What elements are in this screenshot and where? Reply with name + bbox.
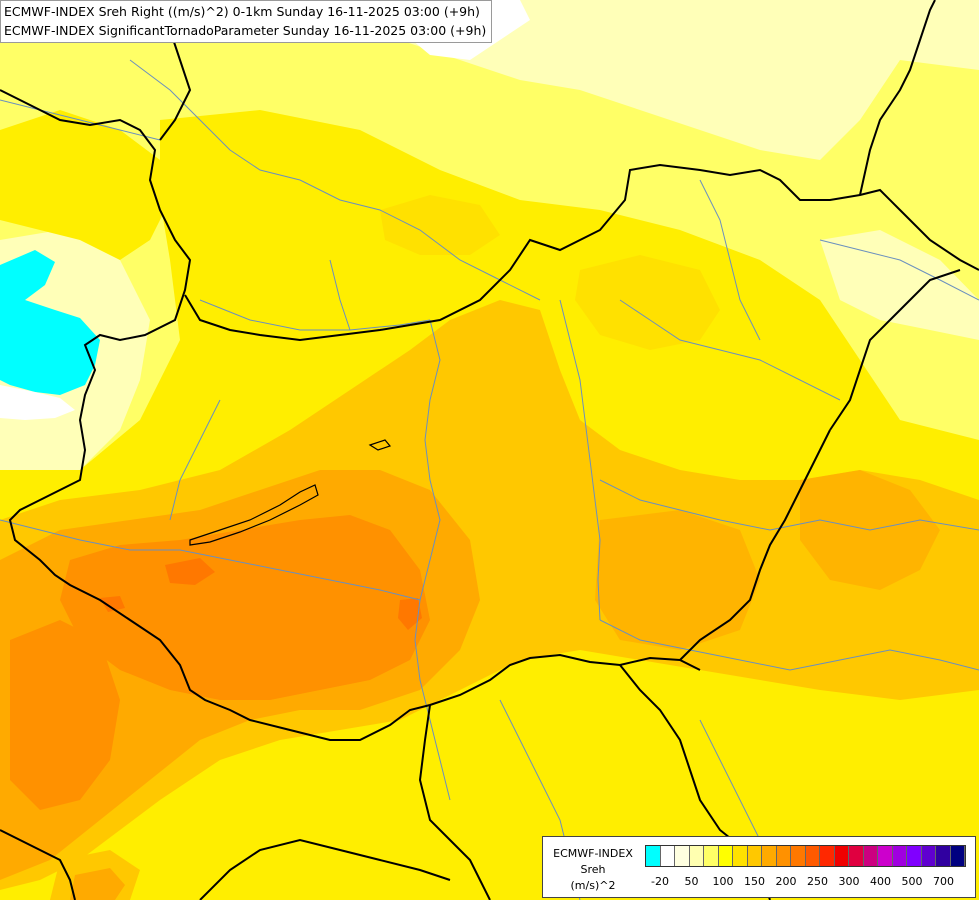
- field-yellow-ne-blob: [575, 255, 720, 350]
- legend-unit: (m/s)^2: [570, 879, 616, 892]
- field-red-orange-spot2: [398, 598, 422, 630]
- map-title-box: ECMWF-INDEX Sreh Right ((m/s)^2) 0-1km S…: [0, 0, 493, 43]
- map-title-stp: ECMWF-INDEX SignificantTornadoParameter …: [4, 23, 487, 38]
- field-pale-north: [120, 0, 979, 160]
- legend-swatch: [762, 846, 777, 866]
- legend-tick-label: 50: [684, 875, 699, 888]
- legend-swatch: [921, 846, 936, 866]
- field-red-orange-spot1: [165, 558, 215, 585]
- legend-tick-label: 400: [870, 875, 891, 888]
- lake-balaton: [189, 484, 319, 546]
- legend-swatch: [907, 846, 922, 866]
- legend-swatch: [675, 846, 690, 866]
- legend-tick-label: 300: [838, 875, 860, 888]
- legend-swatch: [936, 846, 951, 866]
- legend-swatch: [776, 846, 791, 866]
- field-cyan-area: [0, 250, 100, 395]
- legend-swatch: [820, 846, 835, 866]
- legend-swatch: [863, 846, 878, 866]
- legend-tick-label: 700: [933, 875, 954, 888]
- legend-swatch: [950, 846, 965, 866]
- legend-tick-label: 100: [712, 875, 734, 888]
- field-orange-south-deep: [70, 868, 125, 900]
- lake-small: [368, 439, 392, 451]
- legend-swatch: [834, 846, 849, 866]
- legend-swatch: [733, 846, 748, 866]
- legend-swatch: [718, 846, 733, 866]
- legend-variable: Sreh: [580, 863, 606, 876]
- legend-swatch: [660, 846, 675, 866]
- map-title-sreh: ECMWF-INDEX Sreh Right ((m/s)^2) 0-1km S…: [4, 4, 480, 19]
- field-pale-east: [820, 230, 979, 340]
- field-red-orange-spot3: [100, 596, 125, 612]
- legend-swatch: [646, 846, 661, 866]
- legend-tick-label: -20: [651, 875, 669, 888]
- legend-swatch: [805, 846, 820, 866]
- legend-swatch: [704, 846, 719, 866]
- legend-swatch: [791, 846, 806, 866]
- legend-swatch: [849, 846, 864, 866]
- legend-swatch: [747, 846, 762, 866]
- field-yellow-north-blob: [380, 195, 500, 255]
- legend-swatch: [892, 846, 907, 866]
- legend-tick-label: 150: [744, 875, 765, 888]
- field-white-area: [0, 385, 75, 420]
- field-orange-main: [0, 300, 979, 890]
- field-dark-orange-sw: [10, 620, 120, 810]
- field-yellow-center: [0, 110, 170, 260]
- legend-swatch: [878, 846, 893, 866]
- legend-title: ECMWF-INDEX: [553, 847, 633, 860]
- field-orange-east: [595, 510, 760, 650]
- color-legend: ECMWF-INDEX Sreh (m/s)^2 -20 50 100 150 200 2…: [542, 836, 976, 898]
- legend-swatch: [689, 846, 704, 866]
- legend-color-bar: [645, 845, 966, 867]
- legend-tick-label: 500: [901, 875, 923, 888]
- legend-tick-label: 200: [775, 875, 797, 888]
- field-dark-orange: [60, 515, 430, 700]
- legend-tick-label: 250: [807, 875, 828, 888]
